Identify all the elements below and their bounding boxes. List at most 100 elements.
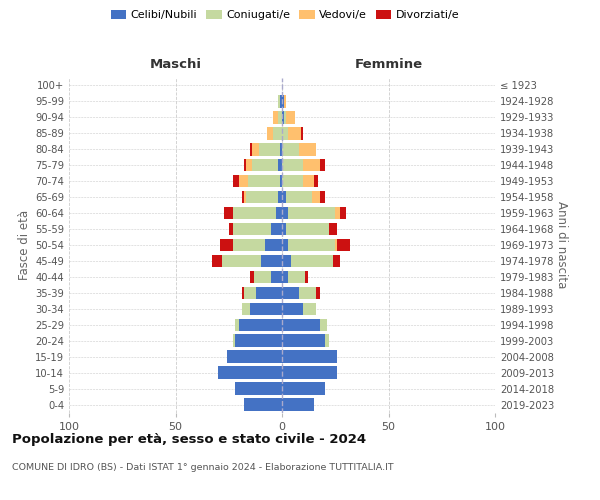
Bar <box>212 254 223 267</box>
Bar <box>246 159 252 172</box>
Bar <box>252 143 259 156</box>
Bar <box>233 207 275 220</box>
Bar <box>282 159 304 172</box>
Bar <box>278 159 282 172</box>
Bar <box>320 191 325 203</box>
Bar <box>250 143 252 156</box>
Bar <box>340 207 346 220</box>
Bar <box>242 286 244 299</box>
Bar <box>289 239 335 251</box>
Bar <box>282 111 284 124</box>
Bar <box>280 175 282 188</box>
Bar <box>333 254 340 267</box>
Bar <box>282 334 325 347</box>
Bar <box>286 223 329 235</box>
Bar <box>242 302 250 315</box>
Bar <box>335 239 337 251</box>
Bar <box>316 286 320 299</box>
Bar <box>282 270 289 283</box>
Bar <box>290 254 333 267</box>
Bar <box>289 127 301 140</box>
Bar <box>282 398 314 410</box>
Bar <box>278 95 280 108</box>
Bar <box>250 302 282 315</box>
Y-axis label: Fasce di età: Fasce di età <box>18 210 31 280</box>
Bar <box>280 143 282 156</box>
Bar <box>282 318 320 331</box>
Bar <box>282 366 337 379</box>
Bar <box>235 382 282 395</box>
Bar <box>289 270 305 283</box>
Bar <box>320 159 325 172</box>
Y-axis label: Anni di nascita: Anni di nascita <box>555 202 568 288</box>
Bar <box>274 111 278 124</box>
Bar <box>244 398 282 410</box>
Bar <box>304 159 320 172</box>
Bar <box>239 175 248 188</box>
Bar <box>305 270 308 283</box>
Bar <box>229 223 233 235</box>
Legend: Celibi/Nubili, Coniugati/e, Vedovi/e, Divorziati/e: Celibi/Nubili, Coniugati/e, Vedovi/e, Di… <box>106 6 464 25</box>
Bar <box>259 143 280 156</box>
Bar <box>278 191 282 203</box>
Bar <box>282 286 299 299</box>
Bar <box>235 318 239 331</box>
Bar <box>329 223 337 235</box>
Bar <box>320 318 327 331</box>
Bar <box>271 223 282 235</box>
Bar <box>233 334 235 347</box>
Bar <box>304 175 314 188</box>
Bar <box>282 254 290 267</box>
Bar <box>248 175 280 188</box>
Bar <box>218 366 282 379</box>
Bar <box>256 286 282 299</box>
Bar <box>284 111 286 124</box>
Bar <box>223 254 260 267</box>
Bar <box>235 334 282 347</box>
Bar <box>278 111 282 124</box>
Bar <box>284 95 286 108</box>
Bar <box>265 239 282 251</box>
Bar <box>301 127 304 140</box>
Bar <box>299 143 316 156</box>
Bar <box>312 191 320 203</box>
Bar <box>282 127 289 140</box>
Bar <box>244 191 246 203</box>
Text: COMUNE DI IDRO (BS) - Dati ISTAT 1° gennaio 2024 - Elaborazione TUTTITALIA.IT: COMUNE DI IDRO (BS) - Dati ISTAT 1° genn… <box>12 462 394 471</box>
Bar <box>282 207 289 220</box>
Bar <box>242 191 244 203</box>
Bar <box>274 127 282 140</box>
Bar <box>233 239 265 251</box>
Bar <box>282 350 337 363</box>
Bar <box>335 207 340 220</box>
Bar <box>337 239 350 251</box>
Bar <box>250 270 254 283</box>
Text: Popolazione per età, sesso e stato civile - 2024: Popolazione per età, sesso e stato civil… <box>12 432 366 446</box>
Bar <box>244 286 256 299</box>
Bar <box>252 159 278 172</box>
Bar <box>244 159 246 172</box>
Bar <box>224 207 233 220</box>
Text: Maschi: Maschi <box>149 58 202 71</box>
Bar <box>227 350 282 363</box>
Text: Femmine: Femmine <box>355 58 422 71</box>
Bar <box>233 175 239 188</box>
Bar <box>239 318 282 331</box>
Bar <box>280 95 282 108</box>
Bar <box>325 334 329 347</box>
Bar <box>286 111 295 124</box>
Bar <box>289 207 335 220</box>
Bar <box>260 254 282 267</box>
Bar <box>282 302 304 315</box>
Bar <box>282 191 286 203</box>
Bar <box>282 382 325 395</box>
Bar <box>246 191 278 203</box>
Bar <box>271 270 282 283</box>
Bar <box>314 175 318 188</box>
Bar <box>304 302 316 315</box>
Bar <box>299 286 316 299</box>
Bar <box>286 191 312 203</box>
Bar <box>282 143 299 156</box>
Bar <box>282 175 304 188</box>
Bar <box>282 223 286 235</box>
